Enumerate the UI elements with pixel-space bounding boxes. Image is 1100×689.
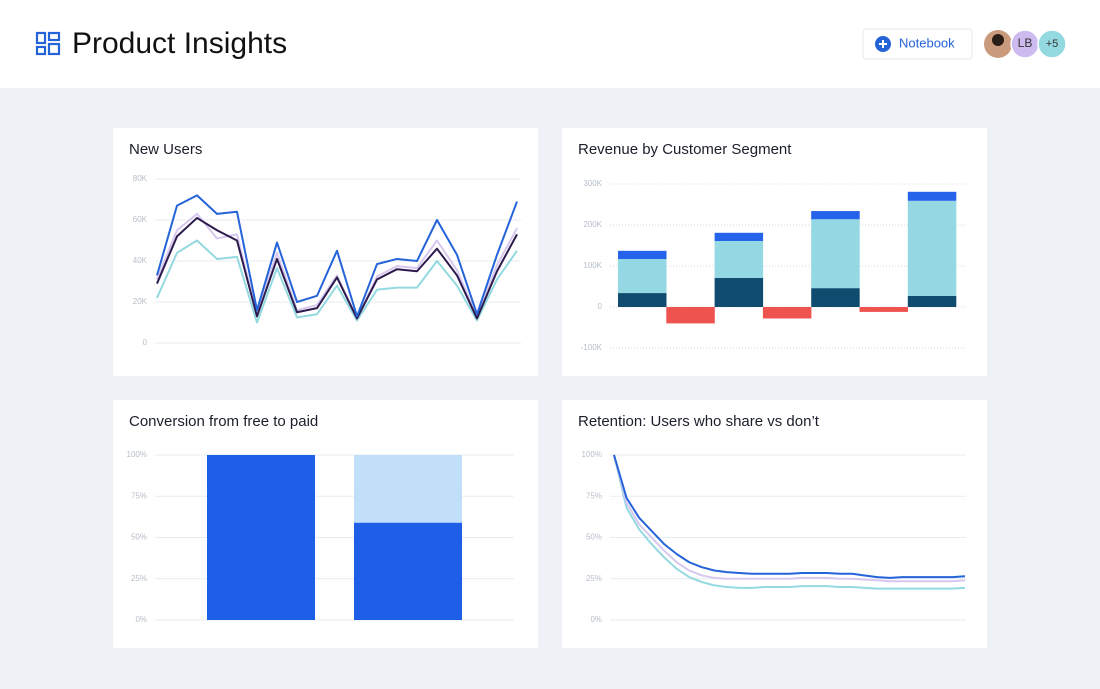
y-tick-label: 100K [583, 261, 602, 270]
bar-segment [762, 307, 812, 319]
bar-segment [907, 295, 957, 307]
line-series [156, 216, 518, 320]
avatar-hair [992, 34, 1004, 46]
line-series [613, 454, 966, 583]
y-tick-label: 50% [586, 533, 602, 542]
panel-title: New Users [129, 141, 202, 158]
y-tick-label: 75% [131, 491, 147, 500]
dashboard-icon [35, 31, 61, 56]
plus-sign [879, 40, 887, 48]
avatar-count: +5 [1046, 38, 1059, 50]
panel [562, 400, 987, 648]
y-tick-label: 50% [131, 533, 147, 542]
line-series [156, 212, 518, 320]
bar-segment [666, 307, 715, 324]
y-tick-label: 75% [586, 491, 602, 500]
notebook-button[interactable] [862, 28, 973, 60]
bar-segment [714, 240, 764, 278]
y-tick-label: 25% [131, 574, 147, 583]
page-title: Product Insights [72, 27, 287, 60]
y-tick-label: 0% [590, 615, 602, 624]
y-tick-label: 40K [133, 256, 148, 265]
bar-segment [811, 219, 860, 289]
bar-segment [618, 250, 667, 260]
bar-segment [354, 455, 462, 523]
bar-segment [714, 232, 764, 241]
y-tick-label: 300K [583, 179, 602, 188]
y-tick-label: 100% [582, 450, 602, 459]
line-series [156, 194, 518, 318]
avatar-more[interactable] [1037, 29, 1067, 59]
y-tick-label: 100% [127, 450, 147, 459]
bar-segment [354, 522, 462, 620]
y-tick-label: 20K [133, 297, 148, 306]
panel-title: Revenue by Customer Segment [578, 141, 792, 158]
notebook-label[interactable]: Notebook [899, 35, 955, 50]
bar-segment [207, 455, 315, 620]
panel [113, 400, 538, 648]
y-tick-label: 0 [598, 302, 603, 311]
bar-segment [618, 259, 667, 294]
line-series [156, 239, 518, 324]
y-tick-label: 0% [135, 615, 147, 624]
y-tick-label: -100K [581, 343, 603, 352]
y-tick-label: 25% [586, 574, 602, 583]
panel-title: Conversion from free to paid [129, 413, 318, 430]
y-tick-label: 0 [143, 338, 148, 347]
panel-title: Retention: Users who share vs don’t [578, 413, 820, 430]
line-series [613, 454, 966, 590]
y-tick-label: 60K [133, 215, 148, 224]
bar-segment [859, 307, 908, 312]
bar-segment [714, 277, 764, 307]
panel [113, 128, 538, 376]
bar-segment [618, 293, 667, 307]
bar-segment [907, 191, 957, 201]
line-series [613, 454, 966, 579]
bar-segment [811, 211, 860, 220]
y-tick-label: 80K [133, 174, 148, 183]
bar-segment [907, 200, 957, 296]
y-tick-label: 200K [583, 220, 602, 229]
bar-segment [811, 288, 860, 307]
avatar-initials: LB [1018, 36, 1033, 50]
